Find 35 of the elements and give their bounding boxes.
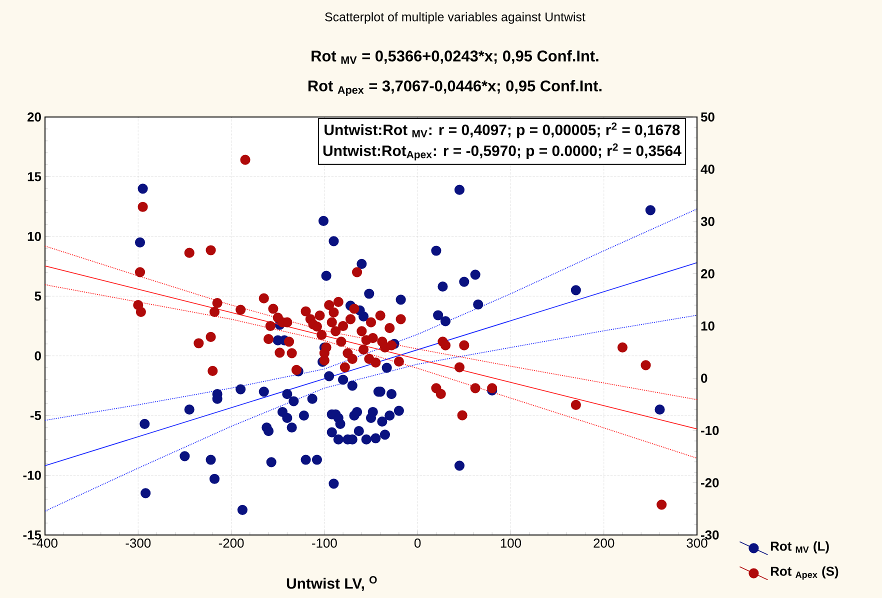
x-axis-title: Untwist LV, $^{O}$ [286, 576, 377, 591]
x-tick-label: 100 [500, 538, 522, 548]
y-tick-label: 15 [28, 172, 42, 182]
y2-tick-label: 40 [700, 164, 714, 174]
line-series [45, 208, 698, 421]
line-series [45, 246, 698, 400]
y2-tick-label: 30 [700, 216, 714, 226]
y2-tick-label: -10 [701, 426, 719, 436]
y2-tick-label: -20 [701, 478, 719, 488]
y2-tick-label: 20 [700, 269, 714, 278]
y-tick-label: -15 [23, 530, 42, 540]
y-tick-label: 10 [28, 232, 41, 242]
x-tick-label: -300 [126, 538, 151, 548]
legend-label: Rot $_{MV}$ (L) [770, 541, 829, 554]
text: Rot $_{Apex}$ = 3,7067-0,0446*x; 0,95 Conf.Int. [308, 80, 602, 96]
x-tick-label: -100 [312, 538, 337, 548]
x-tick-label: -200 [218, 538, 244, 548]
chart-title: Scatterplot of multiple variables against Untwist [325, 12, 586, 24]
y-tick-label: 0 [34, 351, 41, 360]
x-tick-label: 200 [594, 538, 614, 548]
x-tick-label: 300 [686, 538, 708, 548]
y-tick-label: -5 [30, 411, 42, 420]
y-tick-label: 20 [28, 112, 41, 122]
y2-tick-label: 10 [701, 321, 714, 331]
legend-label: Rot $_{Apex}$ (S) [770, 566, 838, 580]
y2-tick-label: -30 [701, 530, 719, 540]
x-tick-label: -400 [32, 538, 58, 548]
annotation: Untwist:Rot$_{Apex}$: r = -0,5970; p = 0.0000; r$^{2}$ = 0,3564 [323, 143, 682, 160]
y-tick-label: 5 [34, 292, 42, 301]
chart-subtitle: Rot $_{MV}$ = 0,5366+0,0243*x; 0,95 Conf.Int. [312, 50, 598, 64]
y2-tick-label: 50 [700, 112, 714, 122]
x-tick-label: 0 [414, 538, 421, 548]
y2-tick-label: 0 [701, 374, 708, 383]
annotation: Untwist:Rot $_{MV}$: r = 0,4097; p = 0,00005; r$^{2}$ = 0,1678 [324, 122, 680, 138]
y-tick-label: -10 [23, 470, 41, 480]
